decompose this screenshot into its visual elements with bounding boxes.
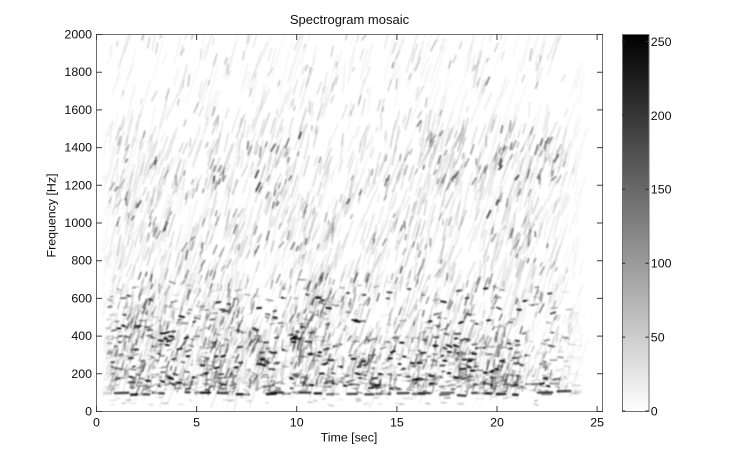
svg-text:25: 25 — [590, 415, 604, 429]
svg-text:1200: 1200 — [64, 178, 92, 192]
svg-text:15: 15 — [390, 415, 404, 429]
svg-text:0: 0 — [85, 405, 92, 419]
svg-text:20: 20 — [490, 415, 504, 429]
svg-text:1400: 1400 — [64, 141, 92, 155]
svg-text:1800: 1800 — [64, 65, 92, 79]
svg-text:0: 0 — [651, 405, 658, 419]
svg-text:10: 10 — [290, 415, 304, 429]
svg-text:5: 5 — [193, 415, 200, 429]
svg-text:200: 200 — [71, 367, 92, 381]
svg-text:2000: 2000 — [64, 28, 92, 42]
svg-text:1600: 1600 — [64, 103, 92, 117]
svg-text:800: 800 — [71, 254, 92, 268]
svg-text:600: 600 — [71, 291, 92, 305]
svg-text:Spectrogram mosaic: Spectrogram mosaic — [290, 12, 410, 27]
svg-text:200: 200 — [651, 109, 672, 123]
svg-text:Frequency [Hz]: Frequency [Hz] — [45, 173, 59, 257]
svg-text:50: 50 — [651, 331, 665, 345]
svg-text:1000: 1000 — [64, 216, 92, 230]
svg-text:150: 150 — [651, 183, 672, 197]
svg-text:100: 100 — [651, 257, 672, 271]
svg-text:Time [sec]: Time [sec] — [321, 430, 378, 444]
svg-text:400: 400 — [71, 329, 92, 343]
svg-text:0: 0 — [93, 415, 100, 429]
svg-text:250: 250 — [651, 35, 672, 49]
